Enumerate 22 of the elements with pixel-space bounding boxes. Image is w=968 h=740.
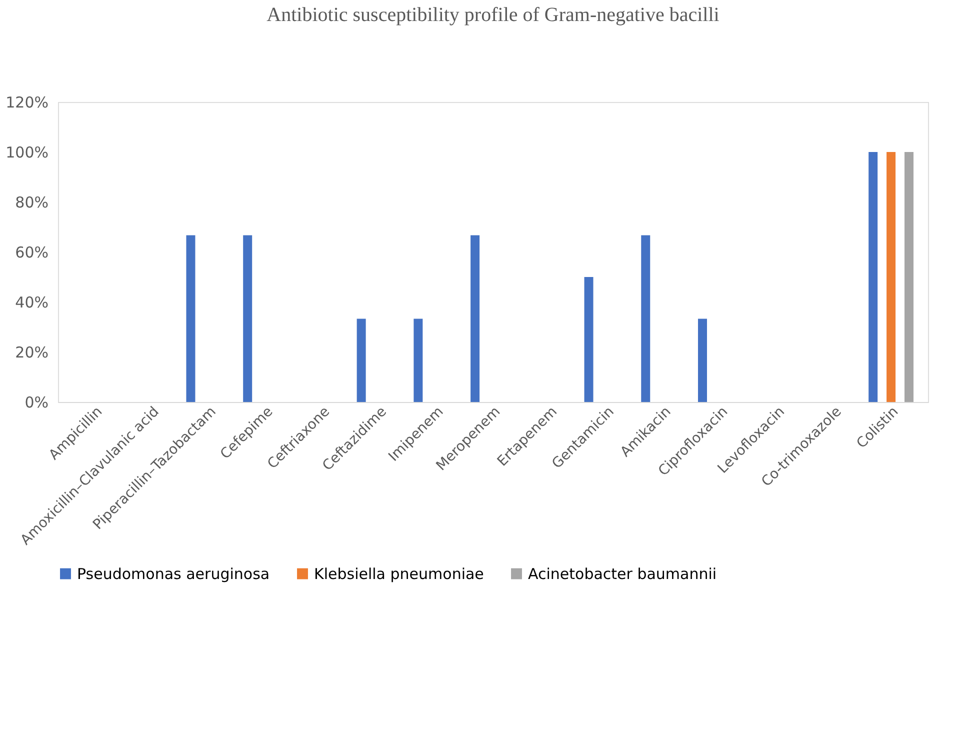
bar [641,235,650,402]
y-tick-label: 120% [6,94,48,112]
bar [904,152,914,402]
bar [470,235,480,402]
y-tick-label: 100% [6,144,48,162]
bar [886,152,896,402]
chart-title: Antibiotic susceptibility profile of Gram-negative bacilli [266,4,720,26]
y-tick-label: 60% [15,244,48,262]
y-tick-label: 0% [24,394,48,412]
bar [243,235,252,402]
legend-label: Pseudomonas aeruginosa [77,564,270,583]
legend-label: Acinetobacter baumannii [528,564,717,583]
y-tick-label: 20% [15,344,48,362]
bar [584,277,594,402]
bar [186,235,196,402]
bar [698,318,707,402]
y-tick-label: 40% [15,294,48,312]
legend-label: Klebsiella pneumoniae [314,564,484,583]
y-tick-label: 80% [15,194,48,212]
bar [356,318,366,402]
bar [868,152,878,402]
bar [414,318,423,402]
